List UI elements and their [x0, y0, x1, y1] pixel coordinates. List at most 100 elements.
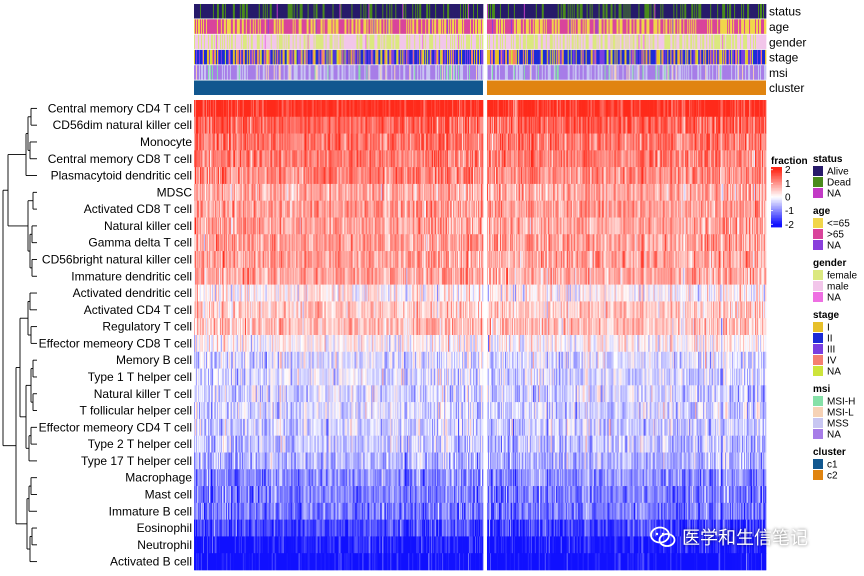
heatmap-cell — [668, 133, 670, 151]
annotation-cell — [716, 49, 718, 65]
heatmap-cell — [705, 100, 707, 118]
annotation-cell — [613, 34, 615, 50]
annotation-cell — [399, 4, 401, 19]
annotation-cell — [324, 49, 326, 65]
heatmap-cell — [247, 133, 250, 151]
heatmap-cell — [470, 116, 472, 134]
annotation-cell — [629, 49, 631, 65]
heatmap-cell — [380, 116, 382, 134]
heatmap-cell — [326, 133, 328, 151]
heatmap-cell — [204, 100, 207, 118]
heatmap-cell — [550, 116, 553, 134]
annotation-cell — [197, 19, 200, 34]
heatmap-cell — [451, 133, 453, 151]
heatmap-cell — [609, 116, 611, 134]
annotation-cell — [626, 65, 628, 80]
annotation-cell — [419, 4, 421, 19]
heatmap-cell — [435, 116, 437, 134]
annotation-cell — [674, 49, 676, 65]
annotation-cell — [196, 49, 199, 65]
heatmap-cell — [659, 116, 661, 134]
annotation-cell — [720, 49, 722, 65]
heatmap-cell — [543, 133, 546, 151]
heatmap-cell — [718, 133, 720, 151]
heatmap-cell — [309, 116, 311, 134]
annotation-cell — [228, 19, 231, 34]
annotation-cell — [447, 49, 449, 65]
annotation-cell — [561, 34, 564, 50]
annotation-cell — [598, 65, 600, 80]
annotation-cell — [292, 65, 294, 80]
annotation-cell — [650, 34, 652, 50]
annotation-cell — [391, 65, 393, 80]
heatmap-cell — [307, 150, 309, 168]
annotation-cell — [741, 19, 743, 34]
heatmap-cell — [624, 116, 626, 134]
annotation-cell — [540, 19, 543, 34]
heatmap-cell — [404, 150, 406, 168]
annotation-cell — [763, 49, 765, 65]
heatmap-cell — [431, 150, 433, 168]
heatmap-cell — [280, 116, 283, 134]
heatmap-cell — [398, 133, 400, 151]
annotation-cell — [646, 49, 648, 65]
annotation-cell — [759, 65, 761, 80]
heatmap-cell — [380, 133, 382, 151]
annotation-cell — [687, 4, 689, 19]
heatmap-cell — [345, 150, 347, 168]
heatmap-cell — [328, 133, 330, 151]
heatmap-cell — [340, 150, 342, 168]
annotation-cell — [241, 49, 244, 65]
heatmap-cell — [606, 116, 608, 134]
heatmap-cell — [235, 150, 238, 168]
annotation-cell — [225, 34, 228, 50]
annotation-cell — [221, 4, 224, 19]
annotation-cell — [696, 4, 698, 19]
annotation-cell — [368, 4, 370, 19]
heatmap-cell — [617, 133, 619, 151]
annotation-cell — [196, 19, 199, 34]
annotation-cell — [507, 49, 510, 65]
annotation-cell — [205, 19, 208, 34]
heatmap-cell — [406, 100, 408, 118]
annotation-cell — [473, 19, 475, 34]
heatmap-cell — [517, 100, 520, 118]
heatmap-cell — [519, 133, 522, 151]
heatmap-cell — [479, 150, 481, 168]
annotation-cell — [270, 49, 273, 65]
heatmap-cell — [478, 150, 480, 168]
annotation-cell — [644, 34, 646, 50]
annotation-cell — [235, 49, 238, 65]
annotation-cell — [685, 34, 687, 50]
annotation-cell — [251, 19, 254, 34]
heatmap-cell — [450, 133, 452, 151]
heatmap-cell — [459, 150, 461, 168]
annotation-cell — [741, 49, 743, 65]
heatmap-cell — [699, 100, 701, 118]
annotation-cell — [578, 49, 581, 65]
annotation-cell — [660, 34, 662, 50]
heatmap-cell — [572, 133, 575, 151]
heatmap-cell — [680, 116, 682, 134]
annotation-cell — [436, 19, 438, 34]
annotation-cell — [731, 4, 733, 19]
heatmap-cell — [676, 116, 678, 134]
heatmap-cell — [681, 116, 683, 134]
annotation-cell — [529, 65, 532, 80]
heatmap-cell — [480, 100, 483, 118]
heatmap-cell — [433, 100, 435, 118]
annotation-cell — [372, 65, 374, 80]
heatmap-cell — [528, 116, 531, 134]
annotation-cell — [728, 49, 730, 65]
annotation-cell — [418, 4, 420, 19]
annotation-cell — [207, 65, 210, 80]
heatmap-cell — [580, 100, 582, 118]
heatmap-cell — [694, 133, 696, 151]
annotation-cell — [449, 49, 451, 65]
annotation-cell — [603, 4, 605, 19]
annotation-cell — [619, 65, 621, 80]
annotation-cell — [370, 19, 372, 34]
annotation-cell — [621, 4, 623, 19]
heatmap-cell — [453, 133, 455, 151]
annotation-cell — [547, 34, 550, 50]
